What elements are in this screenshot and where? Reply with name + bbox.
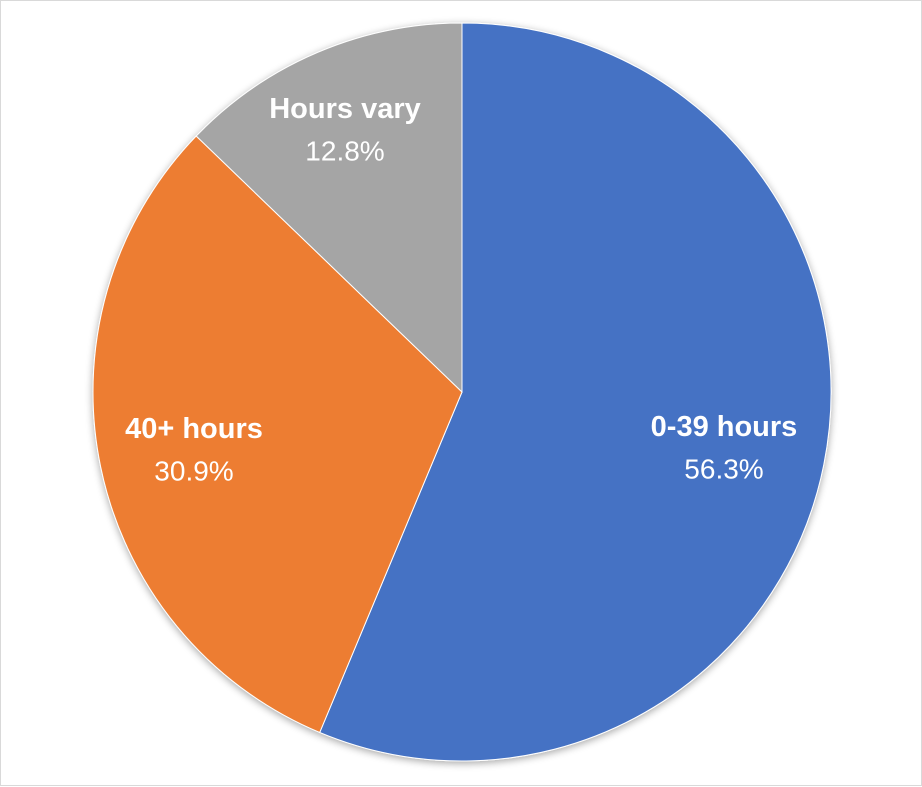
- pie-slices: [92, 22, 832, 762]
- data-label-value-40-hours: 30.9%: [154, 456, 233, 487]
- pie-slice-hours-vary: [195, 22, 463, 394]
- data-label-name-40-hours: 40+ hours: [125, 413, 263, 445]
- pie-slice-40-hours: [92, 135, 463, 734]
- pie-data-labels: 0-39 hours 56.3% 40+ hours 30.9% Hours vary 1…: [125, 93, 797, 487]
- data-label-value-0-39-hours: 56.3%: [684, 454, 763, 485]
- data-label-value-hours-vary: 12.8%: [305, 136, 384, 167]
- pie-slice-0-39-hours: [319, 22, 832, 762]
- data-label-name-0-39-hours: 0-39 hours: [651, 411, 798, 443]
- data-label-name-hours-vary: Hours vary: [269, 93, 421, 125]
